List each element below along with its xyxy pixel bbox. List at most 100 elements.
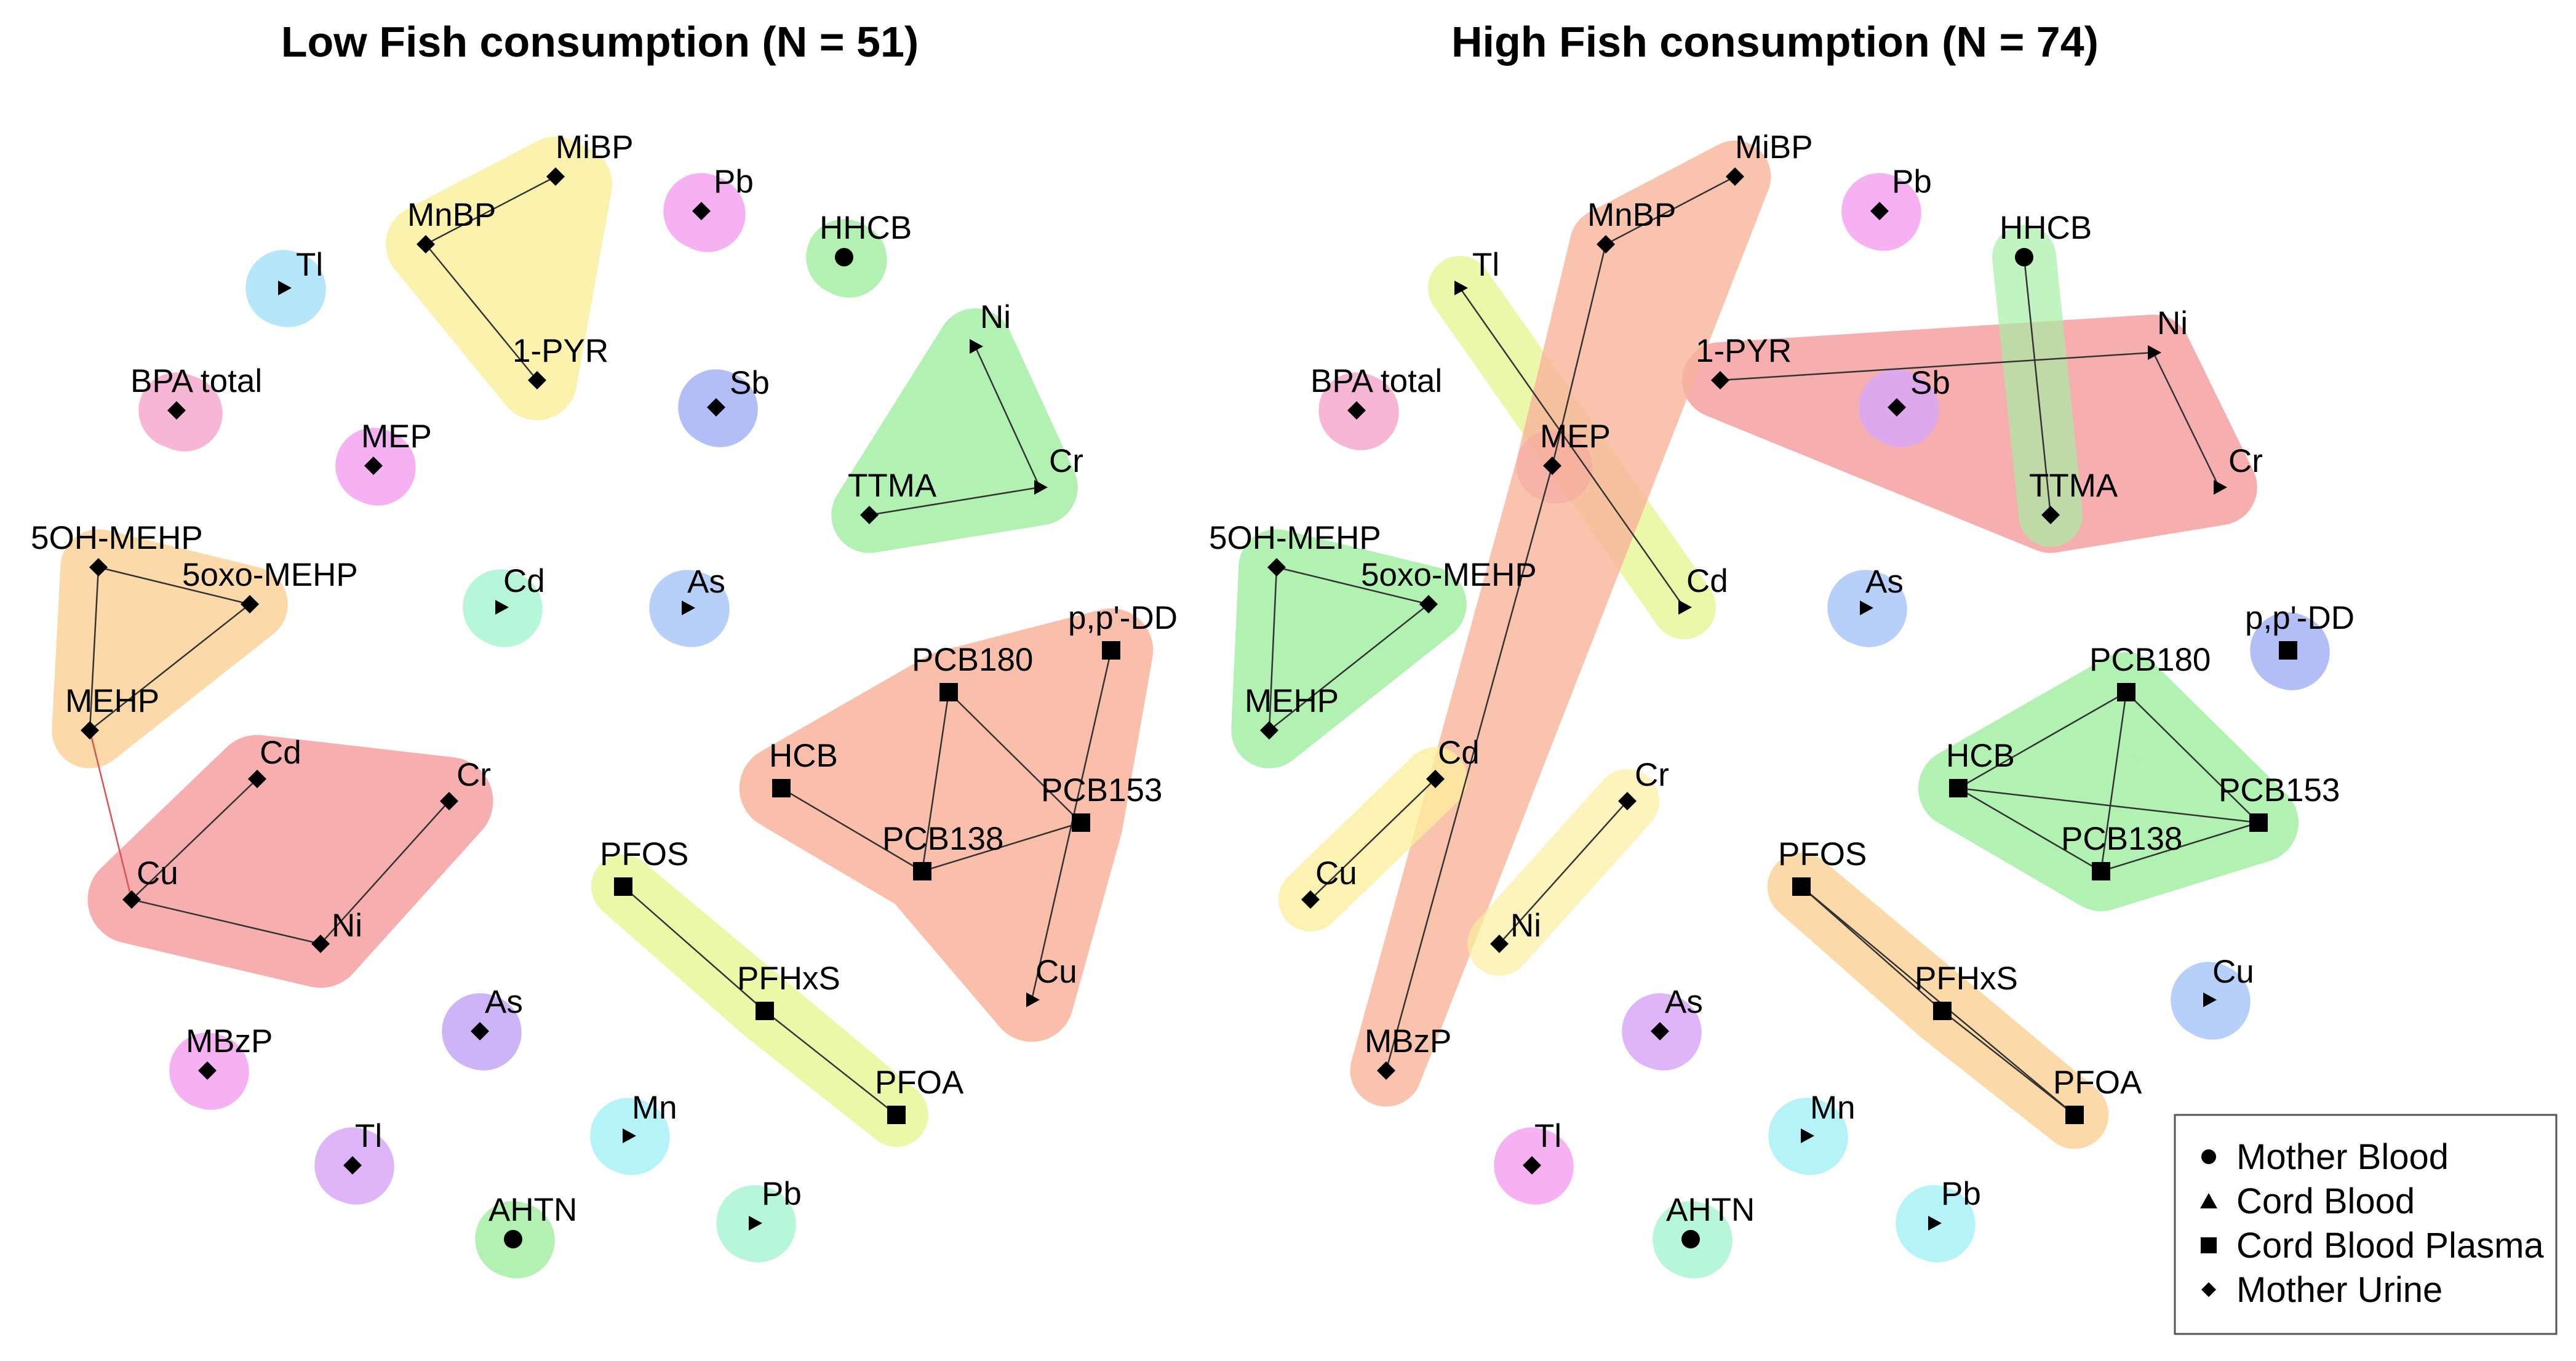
node-label-high-pb_u: Pb bbox=[1892, 164, 1932, 200]
node-label-low-pfos: PFOS bbox=[600, 836, 688, 872]
node-label-high-hhcb: HHCB bbox=[2000, 210, 2092, 246]
node-marker-low-as_u bbox=[471, 1022, 489, 1040]
node-marker-low-as_c bbox=[682, 601, 695, 615]
edge-high-13 bbox=[2100, 692, 2127, 872]
node-label-high-pb_c: Pb bbox=[1941, 1176, 1981, 1212]
node-marker-low-mnbp bbox=[417, 235, 435, 253]
node-label-low-cd_u: Cd bbox=[260, 735, 301, 771]
cluster-hull-low-12 bbox=[87, 735, 493, 988]
node-label-low-mep: MEP bbox=[361, 418, 432, 455]
edge-high-0 bbox=[1605, 175, 1736, 245]
node-marker-low-ttma bbox=[860, 506, 879, 524]
node-label-high-ni_c: Ni bbox=[2157, 305, 2188, 341]
node-marker-high-mibp bbox=[1726, 167, 1744, 186]
node-marker-low-pb_c bbox=[749, 1216, 762, 1231]
node-label-high-as_u: As bbox=[1665, 984, 1703, 1020]
node-marker-high-bpa bbox=[1347, 401, 1366, 420]
node-marker-low-pfos bbox=[614, 877, 632, 896]
node-label-high-mn: Mn bbox=[1810, 1090, 1856, 1126]
node-label-low-ni_d: Ni bbox=[332, 908, 362, 944]
node-marker-low-1-pyr bbox=[528, 371, 546, 389]
node-marker-low-pcb180 bbox=[939, 683, 958, 701]
node-label-low-sb: Sb bbox=[730, 365, 770, 401]
edge-low-10 bbox=[320, 800, 450, 944]
node-marker-low-sb bbox=[707, 398, 725, 417]
node-label-low-5oh: 5OH-MEHP bbox=[31, 520, 203, 556]
legend-label-cord-blood: Cord Blood bbox=[2236, 1181, 2415, 1221]
node-label-low-1-pyr: 1-PYR bbox=[512, 333, 608, 369]
node-marker-low-bpa bbox=[167, 401, 186, 420]
cluster-hull-low-13 bbox=[591, 855, 928, 1147]
node-marker-low-cd_u bbox=[248, 770, 266, 788]
node-label-low-5oxo: 5oxo-MEHP bbox=[182, 557, 358, 593]
network-edges bbox=[89, 175, 2259, 1116]
node-label-high-mnbp: MnBP bbox=[1587, 197, 1676, 233]
edge-high-11 bbox=[1499, 800, 1628, 944]
node-marker-high-pcb138 bbox=[2092, 862, 2110, 880]
node-marker-low-tl_u bbox=[343, 1156, 362, 1175]
edge-low-4 bbox=[98, 566, 250, 605]
node-marker-low-ni_u bbox=[970, 339, 983, 354]
node-marker-high-ttma bbox=[2041, 506, 2060, 524]
edge-low-5 bbox=[89, 567, 100, 731]
node-label-low-pb_c: Pb bbox=[762, 1176, 802, 1212]
node-label-low-pfoa: PFOA bbox=[875, 1064, 964, 1101]
node-label-high-pfhxs: PFHxS bbox=[1915, 960, 2018, 997]
node-labels: MiBP MnBP 1-PYR Pb HHCB Tl BPA total MEP Sb Ni Cr T… bbox=[31, 129, 2355, 1228]
node-marker-high-pcb153 bbox=[2249, 813, 2268, 832]
legend-label-mother-urine: Mother Urine bbox=[2236, 1270, 2442, 1310]
edge-low-3 bbox=[869, 486, 1040, 516]
node-marker-low-cu_c bbox=[1026, 992, 1040, 1007]
node-label-high-5oh: 5OH-MEHP bbox=[1209, 520, 1381, 556]
panel-title-high: High Fish consumption (N = 74) bbox=[1451, 18, 2099, 66]
node-label-high-tl_c: Tl bbox=[1472, 247, 1499, 283]
node-marker-high-ni_c bbox=[2148, 345, 2161, 360]
node-marker-high-mnbp bbox=[1597, 235, 1615, 253]
edge-low-2 bbox=[974, 346, 1041, 488]
node-marker-high-tl_u bbox=[1523, 1156, 1541, 1175]
edge-low-7 bbox=[89, 730, 133, 900]
legend-symbol-triangle bbox=[2200, 1193, 2217, 1208]
edge-low-17 bbox=[764, 1010, 897, 1116]
edge-high-19 bbox=[1942, 1010, 2075, 1116]
node-label-low-pfhxs: PFHxS bbox=[737, 960, 840, 997]
node-label-high-1-pyr: 1-PYR bbox=[1696, 333, 1792, 369]
node-marker-low-mep bbox=[364, 457, 383, 475]
edge-high-6 bbox=[2023, 257, 2052, 516]
node-label-high-pfos: PFOS bbox=[1778, 836, 1867, 872]
node-marker-high-cd_u bbox=[1426, 770, 1445, 788]
node-marker-high-ppdd bbox=[2279, 641, 2297, 660]
node-label-high-ttma: TTMA bbox=[2029, 468, 2118, 504]
node-marker-high-mbzp bbox=[1377, 1061, 1395, 1080]
node-label-high-bpa: BPA total bbox=[1310, 363, 1442, 399]
node-label-low-pcb138: PCB138 bbox=[882, 821, 1003, 857]
node-marker-low-cr_c bbox=[1034, 480, 1048, 495]
node-label-low-mehp: MEHP bbox=[65, 683, 159, 719]
edge-low-13 bbox=[781, 787, 923, 872]
node-label-high-5oxo: 5oxo-MEHP bbox=[1361, 557, 1537, 593]
edge-high-7 bbox=[1276, 566, 1429, 605]
edge-low-8 bbox=[131, 778, 258, 900]
network-nodes bbox=[81, 167, 2297, 1248]
node-marker-high-mehp bbox=[1260, 721, 1278, 740]
node-marker-high-mep bbox=[1543, 457, 1561, 475]
node-label-low-as_u: As bbox=[485, 984, 523, 1020]
node-marker-high-pfoa bbox=[2065, 1106, 2084, 1124]
node-label-high-sb: Sb bbox=[1910, 365, 1950, 401]
legend-symbol-circle bbox=[2201, 1149, 2216, 1164]
node-marker-high-ni_u bbox=[1490, 935, 1509, 953]
node-label-high-cr_u: Cr bbox=[1635, 757, 1669, 793]
node-marker-high-hhcb bbox=[2015, 248, 2033, 266]
edge-high-9 bbox=[1269, 604, 1429, 731]
node-label-low-tl_u: Tl bbox=[355, 1118, 382, 1154]
node-label-low-ni_u: Ni bbox=[980, 299, 1011, 335]
node-label-high-tl_u: Tl bbox=[1534, 1118, 1561, 1154]
edge-high-1 bbox=[1551, 244, 1607, 466]
node-label-low-mnbp: MnBP bbox=[407, 197, 496, 233]
node-marker-high-cr_u bbox=[1618, 792, 1637, 810]
node-marker-high-pfos bbox=[1792, 877, 1811, 896]
node-marker-high-cr_c bbox=[2214, 480, 2227, 495]
edge-low-12 bbox=[921, 692, 950, 872]
panel-title-low: Low Fish consumption (N = 51) bbox=[281, 18, 919, 66]
edge-low-14 bbox=[922, 821, 1082, 872]
